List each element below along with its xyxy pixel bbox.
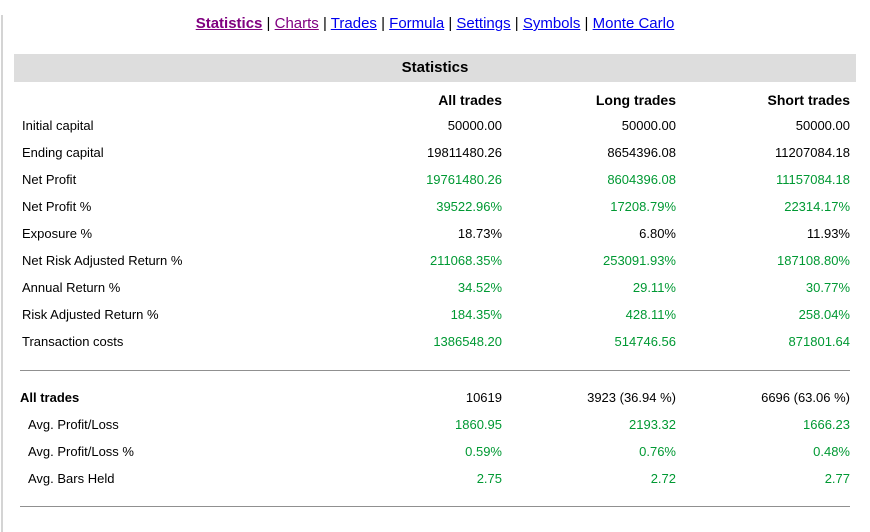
nav-separator: | xyxy=(510,15,523,32)
stat-label: Avg. Profit/Loss xyxy=(28,417,119,432)
stat-value: 18.73% xyxy=(457,226,502,241)
stat-row: Transaction costs 1386548.20 514746.56 8718… xyxy=(14,328,856,355)
nav-link-monte-carlo[interactable]: Monte Carlo xyxy=(592,15,675,32)
stat-value: 6696 (63.06 %) xyxy=(761,390,850,405)
stat-label: Exposure % xyxy=(22,226,93,241)
stat-value: 1386548.20 xyxy=(433,334,502,349)
stat-value: 2.72 xyxy=(650,471,676,486)
stat-label: Annual Return % xyxy=(22,280,121,295)
stat-value: 8654396.08 xyxy=(607,145,676,160)
stat-row: All trades 10619 3923 (36.94 %) 6696 (63.06… xyxy=(14,384,856,411)
stat-row: Initial capital 50000.00 50000.00 50000.00 xyxy=(14,112,856,139)
nav-separator: | xyxy=(318,15,331,32)
stat-label: Net Profit xyxy=(22,172,77,187)
stat-row: Exposure % 18.73% 6.80% 11.93% xyxy=(14,220,856,247)
stat-value: 3923 (36.94 %) xyxy=(587,390,676,405)
stat-value: 17208.79% xyxy=(610,199,676,214)
stat-value: 19761480.26 xyxy=(426,172,502,187)
column-header-row: All trades Long trades Short trades xyxy=(14,88,856,112)
stat-value: 11207084.18 xyxy=(775,145,850,160)
stat-value: 6.80% xyxy=(639,226,676,241)
stat-label: Initial capital xyxy=(22,118,94,133)
stat-value: 50000.00 xyxy=(795,118,850,133)
column-header-spacer xyxy=(14,88,334,112)
stat-label: Risk Adjusted Return % xyxy=(22,307,159,322)
stat-label: Net Profit % xyxy=(22,199,92,214)
stat-row: Avg. Profit/Loss 1860.95 2193.32 1666.23 xyxy=(14,411,856,438)
column-header-long-trades: Long trades xyxy=(595,92,676,108)
stat-value: 258.04% xyxy=(798,307,850,322)
stat-row: Avg. Bars Held 2.75 2.72 2.77 xyxy=(14,465,856,492)
stat-value: 29.11% xyxy=(632,280,676,295)
stat-value: 39522.96% xyxy=(436,199,502,214)
stat-value: 184.35% xyxy=(450,307,502,322)
stat-value: 2.75 xyxy=(476,471,502,486)
stat-value: 253091.93% xyxy=(602,253,676,268)
stat-row: Net Profit 19761480.26 8604396.08 11157084.… xyxy=(14,166,856,193)
stat-value: 514746.56 xyxy=(614,334,676,349)
stat-value: 34.52% xyxy=(457,280,502,295)
stat-row: Net Profit % 39522.96% 17208.79% 22314.17% xyxy=(14,193,856,220)
stat-value: 428.11% xyxy=(625,307,676,322)
section-divider xyxy=(20,370,850,371)
stat-value: 1860.95 xyxy=(455,417,502,432)
bottom-divider xyxy=(20,506,850,507)
nav-separator: | xyxy=(376,15,390,32)
stat-value: 11.93% xyxy=(806,226,850,241)
stat-value: 187108.80% xyxy=(776,253,850,268)
stat-row: Annual Return % 34.52% 29.11% 30.77% xyxy=(14,274,856,301)
stat-row: Net Risk Adjusted Return % 211068.35% 2530… xyxy=(14,247,856,274)
column-header-all-trades: All trades xyxy=(438,92,502,108)
nav-link-trades[interactable]: Trades xyxy=(330,15,377,32)
report-rows: Initial capital 50000.00 50000.00 50000.00 E… xyxy=(14,112,856,507)
stat-value: 0.48% xyxy=(813,444,850,459)
stat-label: Avg. Profit/Loss % xyxy=(28,444,134,459)
panel-left-border xyxy=(1,15,3,532)
stat-value: 211068.35% xyxy=(429,253,502,268)
stat-value: 1666.23 xyxy=(803,417,850,432)
stat-label: Net Risk Adjusted Return % xyxy=(22,253,183,268)
stat-row: Ending capital 19811480.26 8654396.08 11207… xyxy=(14,139,856,166)
stat-value: 10619 xyxy=(465,390,502,405)
column-header-short-trades: Short trades xyxy=(767,92,850,108)
report-title-bar: Statistics xyxy=(14,54,856,82)
stat-value: 2.77 xyxy=(824,471,850,486)
nav-separator: | xyxy=(580,15,593,32)
nav-link-formula[interactable]: Formula xyxy=(389,15,445,32)
stat-value: 30.77% xyxy=(805,280,850,295)
report-nav: Statistics | Charts | Trades | Formula |… xyxy=(14,15,856,36)
nav-link-symbols[interactable]: Symbols xyxy=(522,15,581,32)
stat-value: 871801.64 xyxy=(788,334,850,349)
stat-label: Transaction costs xyxy=(22,334,124,349)
stat-value: 22314.17% xyxy=(784,199,850,214)
report-content: Statistics All trades Long trades Short … xyxy=(14,54,856,507)
stat-value: 50000.00 xyxy=(621,118,676,133)
stat-row: Avg. Profit/Loss % 0.59% 0.76% 0.48% xyxy=(14,438,856,465)
nav-link-statistics[interactable]: Statistics xyxy=(195,15,263,32)
stat-value: 0.76% xyxy=(639,444,676,459)
stat-value: 19811480.26 xyxy=(427,145,502,160)
stat-label: Ending capital xyxy=(22,145,104,160)
stat-value: 11157084.18 xyxy=(776,172,850,187)
stat-label: All trades xyxy=(20,390,80,405)
stat-value: 50000.00 xyxy=(447,118,502,133)
nav-separator: | xyxy=(444,15,457,32)
stat-value: 8604396.08 xyxy=(607,172,676,187)
stat-row: Risk Adjusted Return % 184.35% 428.11% 258.… xyxy=(14,301,856,328)
stat-label: Avg. Bars Held xyxy=(28,471,115,486)
nav-separator: | xyxy=(262,15,275,32)
nav-link-settings[interactable]: Settings xyxy=(456,15,511,32)
nav-link-charts[interactable]: Charts xyxy=(274,15,319,32)
stat-value: 2193.32 xyxy=(629,417,676,432)
stat-value: 0.59% xyxy=(465,444,502,459)
